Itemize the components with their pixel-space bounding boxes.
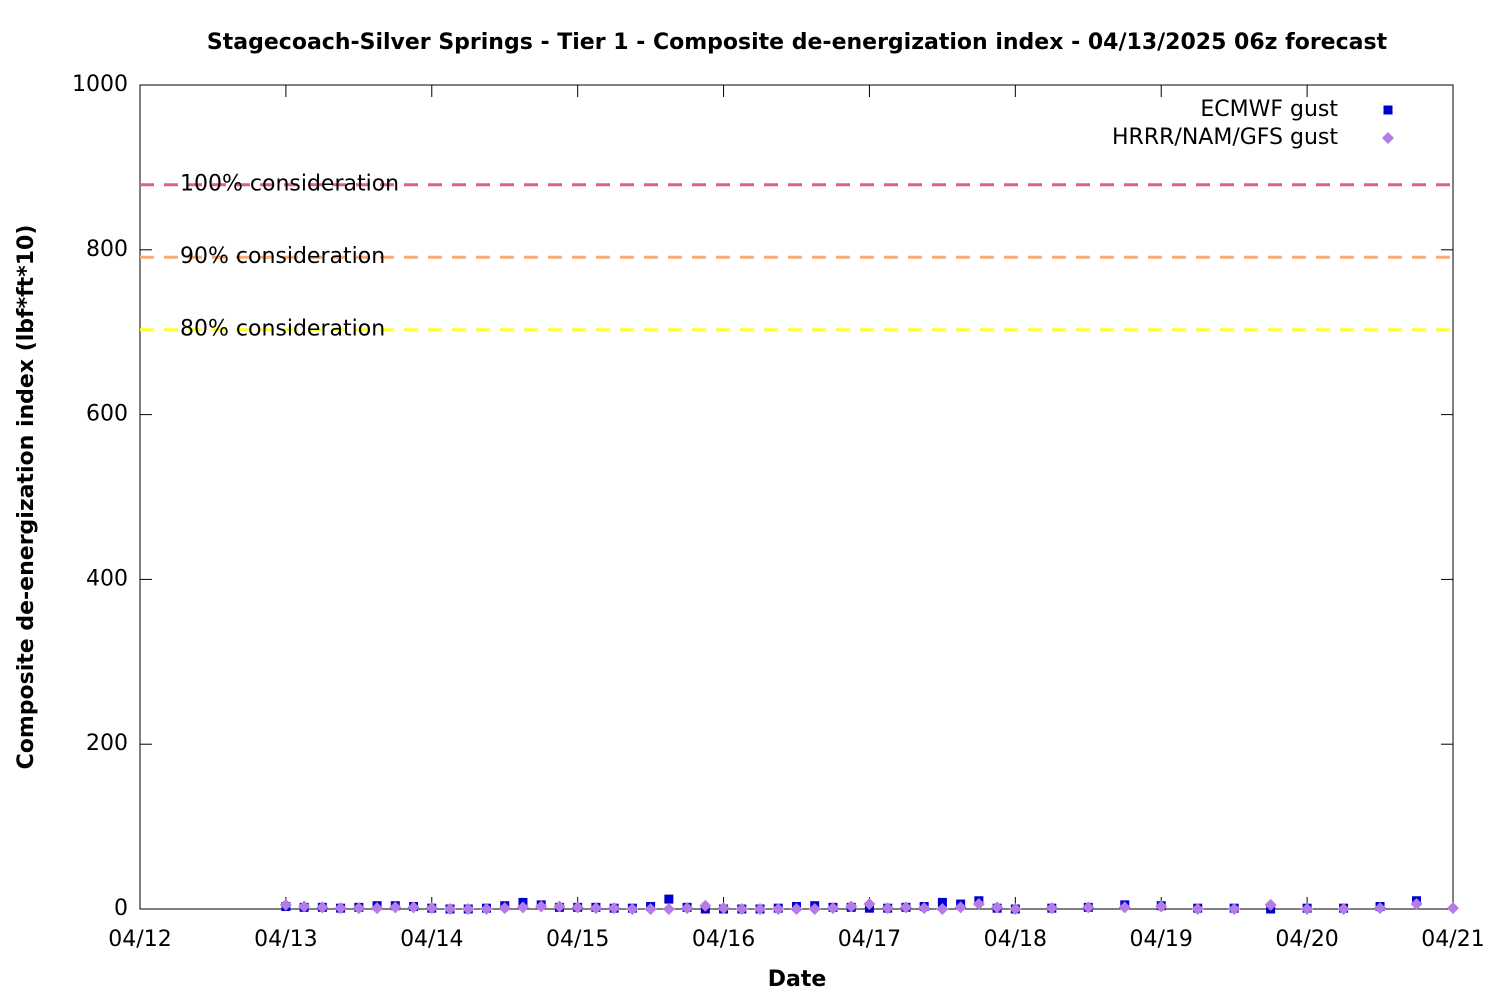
chart-title: Stagecoach-Silver Springs - Tier 1 - Com… <box>207 30 1388 55</box>
threshold-label: 100% consideration <box>180 172 399 197</box>
data-point <box>881 902 894 915</box>
y-tick-label: 0 <box>114 896 128 921</box>
data-point <box>1374 902 1387 915</box>
data-point <box>1264 898 1277 911</box>
x-tick-label: 04/14 <box>400 927 463 952</box>
x-tick-label: 04/15 <box>546 927 609 952</box>
x-tick-label: 04/13 <box>254 927 317 952</box>
data-point <box>826 902 839 915</box>
x-tick-label: 04/21 <box>1421 927 1484 952</box>
data-point <box>991 901 1004 914</box>
data-point <box>316 901 329 914</box>
data-point <box>1447 902 1459 915</box>
x-tick-label: 04/19 <box>1130 927 1193 952</box>
data-point <box>1301 903 1314 915</box>
legend-label: ECMWF gust <box>1200 97 1338 122</box>
data-point <box>717 902 730 915</box>
data-point <box>972 898 985 911</box>
data-point <box>407 901 420 914</box>
data-point <box>754 903 767 915</box>
data-point <box>772 903 785 915</box>
y-tick-label: 1000 <box>72 72 128 97</box>
data-point <box>608 902 621 915</box>
data-point <box>664 894 674 904</box>
y-tick-label: 600 <box>86 402 128 427</box>
data-point <box>425 902 438 915</box>
data-point <box>516 901 529 914</box>
data-point <box>498 902 511 915</box>
x-tick-label: 04/18 <box>984 927 1047 952</box>
data-point <box>937 897 947 907</box>
data-point <box>899 901 912 914</box>
data-point <box>735 903 748 915</box>
legend-label: HRRR/NAM/GFS gust <box>1112 125 1338 150</box>
data-point <box>808 903 821 915</box>
data-point <box>371 902 384 915</box>
data-point <box>480 903 493 915</box>
x-tick-label: 04/12 <box>108 927 171 952</box>
legend-marker <box>1382 132 1394 144</box>
data-point <box>389 901 402 914</box>
data-point <box>1155 900 1168 913</box>
data-point <box>699 899 712 912</box>
data-point <box>918 902 931 915</box>
data-point <box>845 900 858 913</box>
data-point <box>1337 903 1350 915</box>
data-point <box>571 901 584 914</box>
data-point <box>334 902 347 915</box>
y-tick-label: 400 <box>86 566 128 591</box>
data-point <box>863 898 876 911</box>
y-axis-label: Composite de-energization index (lbf*ft*… <box>14 225 39 770</box>
x-tick-label: 04/17 <box>838 927 901 952</box>
data-point <box>662 903 675 915</box>
data-point <box>1118 901 1131 914</box>
data-point <box>444 903 457 915</box>
data-point <box>1009 903 1022 915</box>
threshold-label: 80% consideration <box>180 317 385 342</box>
data-point <box>1228 903 1241 915</box>
plot-frame <box>139 84 1454 910</box>
data-point <box>279 898 292 911</box>
data-point <box>681 902 694 915</box>
data-point <box>1191 903 1204 915</box>
data-point <box>535 900 548 913</box>
x-axis-label: Date <box>768 967 827 992</box>
data-point <box>790 903 803 915</box>
data-point <box>1045 902 1058 915</box>
data-point <box>936 903 949 915</box>
data-point <box>626 903 639 915</box>
data-point <box>954 901 967 914</box>
data-point <box>462 903 475 915</box>
data-point <box>644 903 657 915</box>
data-point <box>589 902 602 915</box>
x-tick-label: 04/20 <box>1275 927 1338 952</box>
data-point <box>1410 898 1423 911</box>
threshold-label: 90% consideration <box>180 244 385 269</box>
legend-marker <box>1383 105 1393 115</box>
y-tick-label: 200 <box>86 731 128 756</box>
data-point <box>553 900 566 913</box>
y-tick-label: 800 <box>86 237 128 262</box>
data-point <box>352 902 365 915</box>
x-tick-label: 04/16 <box>692 927 755 952</box>
data-point <box>1082 901 1095 914</box>
data-point <box>298 900 311 913</box>
